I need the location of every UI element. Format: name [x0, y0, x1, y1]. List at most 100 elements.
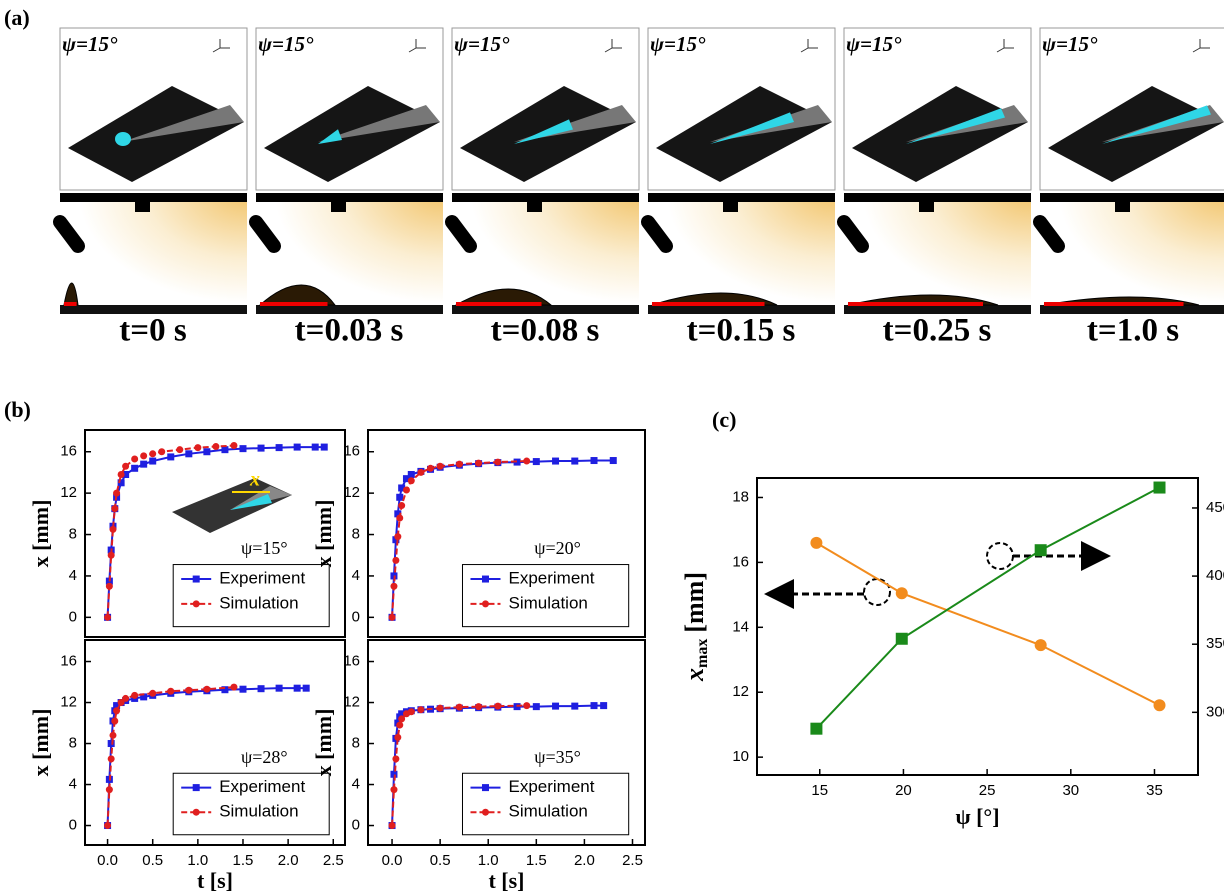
frame: ψ=15°t=0.25 s	[844, 28, 1031, 349]
data-point	[552, 458, 559, 465]
photo-block	[135, 200, 150, 212]
data-point	[167, 688, 174, 695]
y-tick-label: 12	[732, 683, 749, 700]
y-axis-label: x [mm]	[28, 500, 53, 568]
x-tick-label: 20	[895, 782, 912, 799]
data-point	[408, 471, 415, 478]
panel-label: (b)	[4, 397, 31, 422]
data-point	[396, 722, 403, 729]
svg-text:x: x	[249, 469, 260, 491]
data-point	[475, 460, 482, 467]
data-point	[494, 703, 501, 710]
data-point	[167, 453, 174, 460]
data-point	[396, 514, 403, 521]
frame-label: ψ=15°	[258, 32, 314, 56]
data-point	[389, 614, 396, 621]
data-point	[149, 450, 156, 457]
y-tick-label: 16	[60, 443, 77, 460]
data-point	[456, 461, 463, 468]
data-point	[417, 706, 424, 713]
y-tick-label: 4	[69, 775, 77, 792]
data-point	[239, 686, 246, 693]
data-point	[321, 444, 328, 451]
data-point	[294, 685, 301, 692]
photo-bar	[844, 193, 1031, 202]
x-tick-label: 0.0	[382, 852, 403, 869]
x-axis-label: t [s]	[488, 868, 524, 893]
data-point	[396, 494, 403, 501]
axis-label-unit: [mm]	[680, 572, 709, 633]
photo-bar	[256, 193, 443, 202]
y-tick-label: 12	[60, 484, 77, 501]
chart: 0481216x [mm]ψ=15°ExperimentSimulation	[28, 430, 345, 637]
x-axis-label: ψ [°]	[955, 804, 999, 829]
y-tick-label: 4	[352, 775, 360, 792]
data-point	[394, 734, 401, 741]
data-point	[403, 487, 410, 494]
legend-marker	[482, 600, 489, 607]
data-point	[176, 446, 183, 453]
panel-label: (a)	[4, 5, 30, 30]
frame: ψ=15°t=0.15 s	[648, 28, 835, 349]
data-point	[417, 469, 424, 476]
data-point	[896, 587, 908, 599]
y-tick-label: 8	[352, 526, 360, 543]
annotation-arrows	[770, 543, 1105, 605]
data-point	[1035, 544, 1047, 556]
frame: ψ=15°t=0.03 s	[256, 28, 443, 349]
x-tick-label: 1.0	[187, 852, 208, 869]
y-tick-label: 18	[732, 488, 749, 505]
data-point	[408, 477, 415, 484]
data-point	[533, 458, 540, 465]
data-point	[108, 552, 115, 559]
data-point	[523, 702, 530, 709]
annotation: ψ=15°	[241, 538, 288, 558]
data-point	[591, 457, 598, 464]
y-axis-label: x [mm]	[28, 709, 53, 777]
axis-label-sub: max	[694, 639, 711, 668]
y-tick-label: 8	[69, 526, 77, 543]
plot-frame	[757, 478, 1198, 775]
data-point	[896, 633, 908, 645]
data-point	[104, 822, 111, 829]
data-point	[122, 695, 129, 702]
data-point	[140, 461, 147, 468]
frame: ψ=15°t=0.08 s	[452, 28, 639, 349]
data-point	[109, 526, 116, 533]
data-point	[475, 703, 482, 710]
y-tick-label: 4	[352, 567, 360, 584]
data-point	[109, 732, 116, 739]
y-axis-label: x [mm]	[311, 500, 336, 568]
y-tick-label: 0	[69, 608, 77, 625]
y2-tick-label: 400	[1206, 567, 1224, 584]
x-tick-label: 1.0	[478, 852, 499, 869]
annotation: ψ=28°	[241, 747, 288, 767]
data-point	[427, 465, 434, 472]
frame: ψ=15°t=0 s	[60, 28, 247, 349]
x-tick-label: 0.0	[97, 852, 118, 869]
data-point	[258, 685, 265, 692]
x-tick-label: 2.0	[574, 852, 595, 869]
y-tick-label: 12	[343, 484, 360, 501]
legend-marker	[193, 784, 200, 791]
x-tick-label: 2.5	[323, 852, 344, 869]
y-tick-label: 8	[352, 734, 360, 751]
data-point	[392, 557, 399, 564]
y-tick-label: 8	[69, 734, 77, 751]
data-point	[494, 459, 501, 466]
time-label: t=0 s	[119, 313, 187, 349]
inset-image: x	[172, 469, 292, 533]
legend-label: Simulation	[508, 802, 587, 821]
x-tick-label: 0.5	[142, 852, 163, 869]
data-point	[239, 445, 246, 452]
data-point	[108, 755, 115, 762]
data-point	[149, 458, 156, 465]
series-line	[816, 543, 1159, 705]
photo-bar	[452, 193, 639, 202]
photo	[60, 193, 247, 315]
y-tick-label: 0	[352, 608, 360, 625]
data-point	[389, 822, 396, 829]
axis-label-var: x	[680, 668, 709, 682]
